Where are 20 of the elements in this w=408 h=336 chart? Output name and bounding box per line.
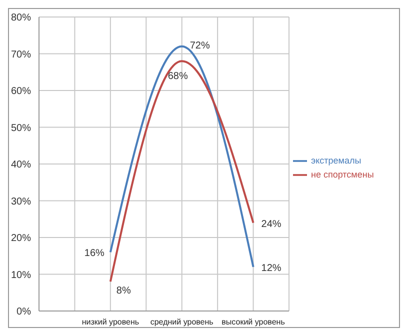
y-tick-label: 30%	[10, 196, 32, 208]
data-label: 24%	[261, 218, 282, 230]
data-label: 16%	[84, 248, 105, 260]
legend-label: не спортсмены	[311, 169, 374, 180]
legend-label: экстремалы	[311, 155, 362, 166]
y-tick-label: 70%	[10, 49, 32, 60]
x-tick-label: высокий уровень	[222, 318, 285, 327]
y-tick-label: 40%	[10, 160, 32, 171]
data-label: 12%	[261, 262, 282, 274]
y-tick-label: 20%	[10, 233, 32, 244]
y-tick-label: 0%	[16, 306, 32, 318]
x-tick-label: низкий уровень	[82, 318, 140, 327]
data-label: 8%	[116, 286, 131, 297]
data-label: 68%	[168, 71, 188, 82]
x-tick-label: средний уровень	[150, 318, 214, 327]
data-label: 72%	[190, 40, 210, 52]
y-tick-label: 80%	[10, 12, 32, 24]
y-tick-label: 60%	[10, 86, 32, 98]
y-tick-label: 10%	[10, 270, 32, 281]
y-tick-label: 50%	[10, 122, 32, 134]
